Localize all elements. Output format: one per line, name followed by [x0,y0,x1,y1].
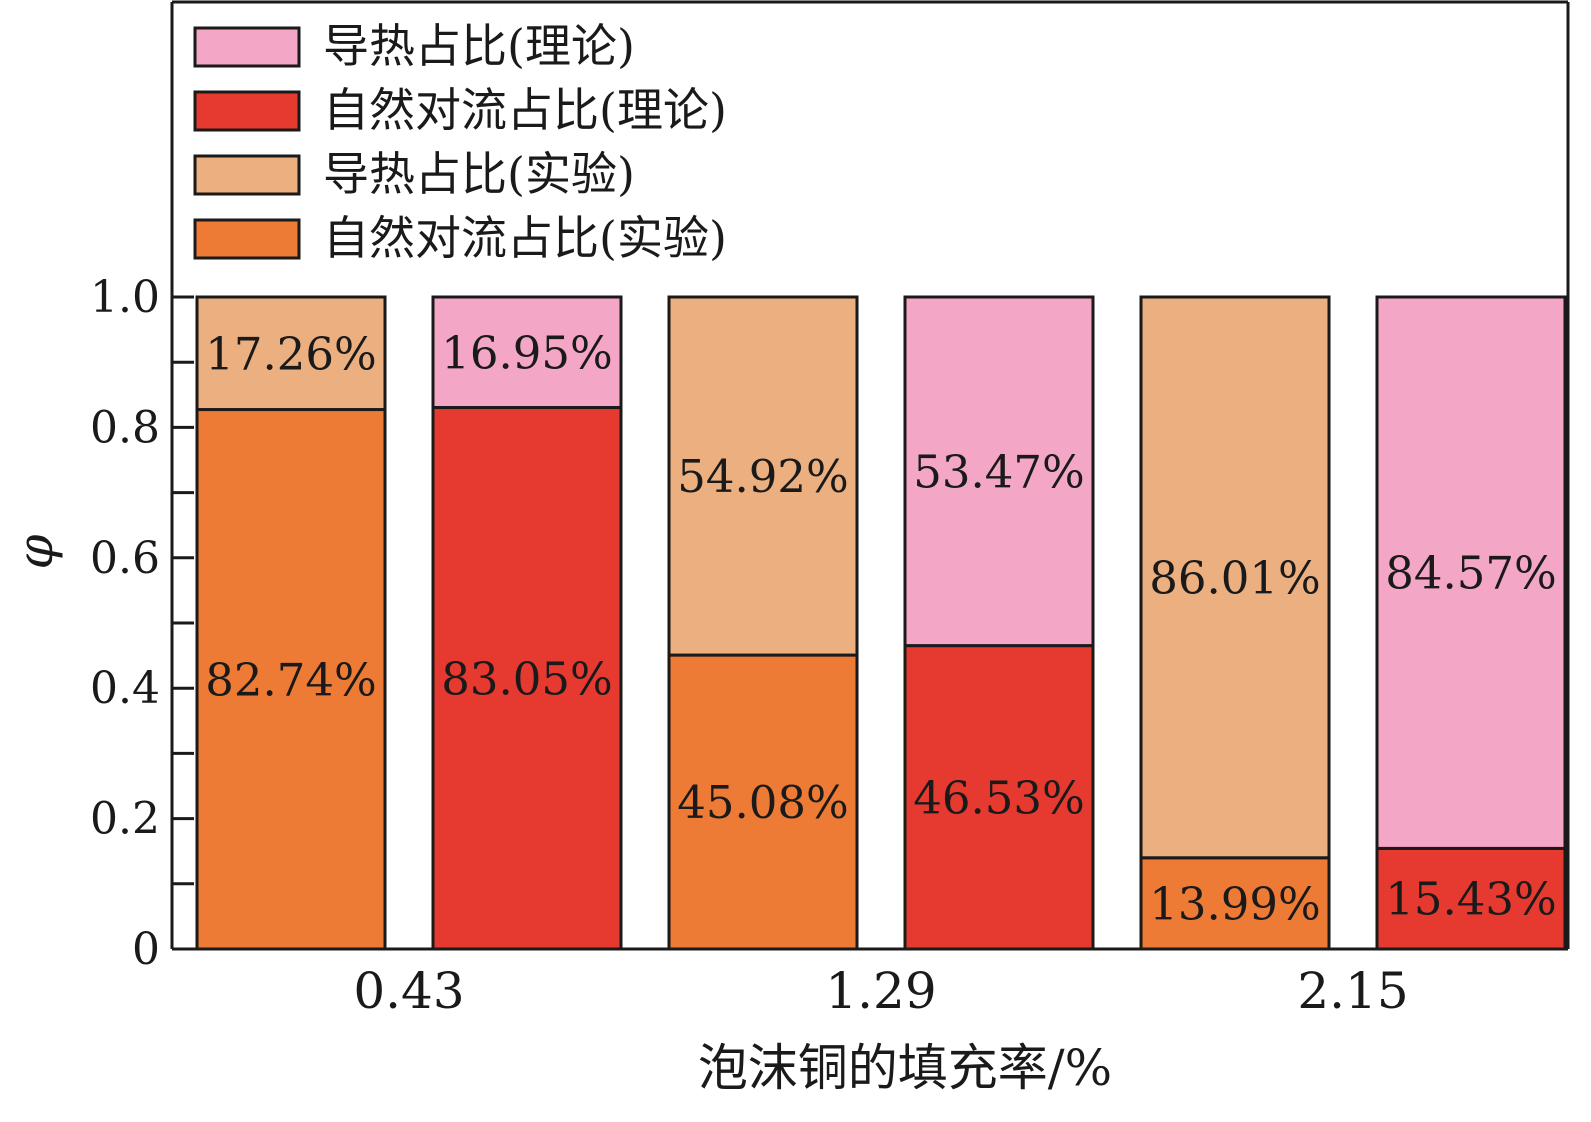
bar-segment-convection [195,408,387,951]
data-label-convection: 83.05% [441,652,613,705]
data-label-conduction: 84.57% [1385,547,1557,600]
bar-segment-conduction [667,295,859,657]
y-tick-label: 0.4 [90,663,160,714]
y-tick-label: 0.2 [90,794,160,845]
bar-segment-conduction [1375,295,1567,850]
legend-label: 自然对流占比(实验) [323,211,727,265]
data-label-convection: 46.53% [913,771,1085,824]
axes-layer: 0 0.2 0.4 0.6 0.8 1.0 0.43 1.29 2.15 [90,0,1570,1020]
y-tick-label: 0 [132,924,160,975]
legend-swatch [193,218,301,260]
data-label-conduction: 53.47% [913,445,1085,498]
bar-segment-conduction [1139,295,1331,860]
data-label-conduction: 54.92% [677,450,849,503]
y-axis-title: φ [6,534,64,569]
y-tick-label: 0.8 [90,402,160,453]
x-category-label: 1.29 [825,962,936,1020]
x-axis-title: 泡沫铜的填充率/% [698,1039,1112,1097]
x-category-label: 2.15 [1297,962,1408,1020]
legend-label: 导热占比(理论) [323,19,635,73]
bar-segment-conduction [903,295,1095,648]
y-tick-label: 1.0 [90,272,160,323]
x-category-label: 0.43 [353,962,464,1020]
y-tick-label: 0.6 [90,533,160,584]
data-label-convection: 45.08% [677,776,849,829]
data-label-convection: 13.99% [1149,877,1321,930]
legend-swatch [193,26,301,68]
legend-swatch [193,154,301,196]
legend: 导热占比(理论) 自然对流占比(理论) 导热占比(实验) 自然对流占比(实验) [193,19,727,265]
bar-segment-convection [667,653,859,951]
legend-label: 导热占比(实验) [323,147,635,201]
legend-label: 自然对流占比(理论) [323,83,727,137]
data-label-conduction: 17.26% [205,327,377,380]
legend-swatch [193,90,301,132]
bar-segment-conduction [431,295,623,410]
bar-segment-conduction [195,295,387,412]
bars-layer: 82.74% 17.26% 83.05% 16.95% 45.08% 54.92% 46.5… [195,295,1567,951]
data-label-conduction: 16.95% [441,326,613,379]
data-label-convection: 15.43% [1385,873,1557,926]
data-label-conduction: 86.01% [1149,551,1321,604]
bar-segment-convection [1375,846,1567,951]
data-label-convection: 82.74% [205,653,377,706]
